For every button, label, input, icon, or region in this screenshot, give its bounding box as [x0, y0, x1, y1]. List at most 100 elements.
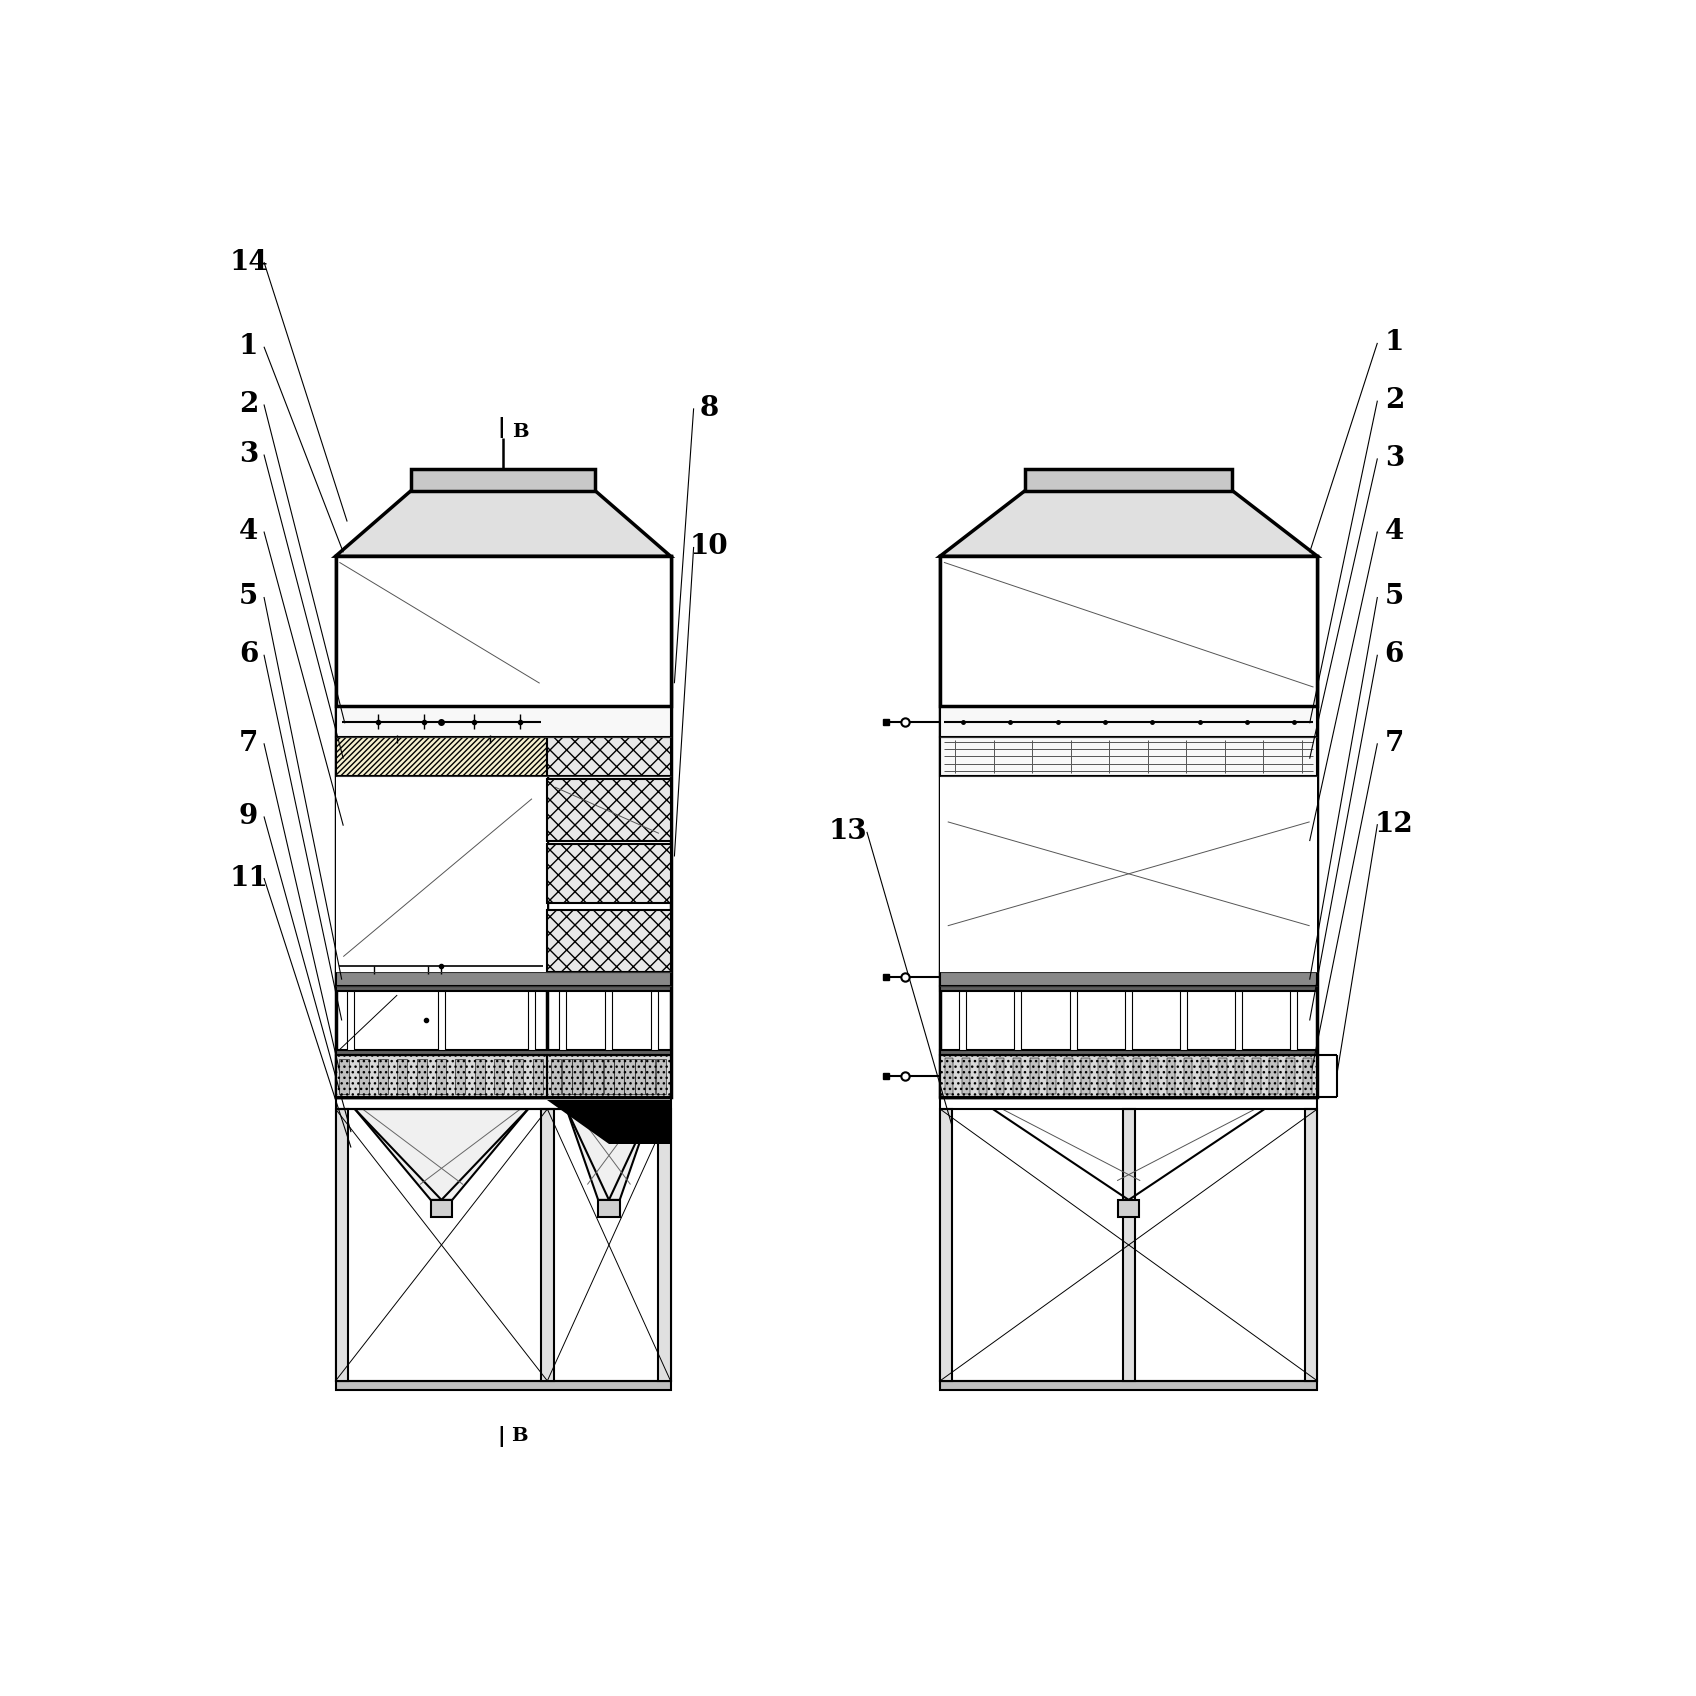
Bar — [533, 1058, 543, 1094]
Bar — [1235, 990, 1241, 1050]
Text: 4: 4 — [1384, 517, 1404, 544]
Bar — [1184, 1058, 1192, 1094]
Bar — [1291, 990, 1297, 1050]
Bar — [1070, 990, 1077, 1050]
Bar — [456, 1058, 465, 1094]
Text: 10: 10 — [690, 534, 728, 560]
Text: 7: 7 — [239, 729, 258, 756]
Bar — [431, 1199, 453, 1216]
Text: 14: 14 — [229, 249, 268, 275]
Bar — [940, 706, 1318, 738]
Bar — [594, 1058, 604, 1094]
Bar — [1252, 1058, 1260, 1094]
Bar — [960, 990, 967, 1050]
Text: 7: 7 — [1384, 729, 1404, 756]
Polygon shape — [566, 1109, 651, 1199]
Text: 9: 9 — [239, 802, 258, 829]
Bar — [541, 1109, 553, 1381]
Bar — [1024, 470, 1233, 490]
Bar — [962, 1058, 970, 1094]
Bar — [940, 985, 1318, 990]
Text: 2: 2 — [1384, 387, 1404, 414]
Bar — [1218, 1058, 1226, 1094]
Bar — [583, 1058, 592, 1094]
Bar — [551, 1058, 561, 1094]
Bar — [940, 556, 1318, 1097]
Bar — [336, 1055, 670, 1097]
Bar — [1118, 1199, 1140, 1216]
Bar — [651, 990, 658, 1050]
Bar — [561, 1058, 572, 1094]
Bar — [599, 1199, 619, 1216]
Bar — [1304, 1058, 1313, 1094]
Bar — [548, 1055, 670, 1097]
Bar — [634, 1058, 644, 1094]
Polygon shape — [940, 490, 1318, 556]
Bar — [940, 1050, 1318, 1055]
Bar — [360, 1058, 368, 1094]
Text: |: | — [497, 417, 505, 438]
Bar — [1014, 990, 1021, 1050]
Bar — [336, 556, 670, 706]
Bar — [336, 556, 670, 1097]
Bar — [940, 1055, 1318, 1097]
Text: 12: 12 — [1375, 811, 1414, 838]
Bar — [1082, 1058, 1091, 1094]
Bar — [1124, 990, 1131, 1050]
Bar — [1013, 1058, 1021, 1094]
Bar — [336, 1055, 548, 1097]
Bar — [560, 990, 566, 1050]
Bar — [1269, 1058, 1277, 1094]
Bar — [979, 1058, 987, 1094]
Bar — [940, 775, 1318, 972]
Bar — [475, 1058, 485, 1094]
Bar — [605, 990, 612, 1050]
Bar — [940, 1097, 1318, 1381]
Bar — [336, 706, 670, 738]
Bar — [940, 1381, 1318, 1391]
Bar — [336, 1381, 670, 1391]
Text: |: | — [497, 1426, 505, 1447]
Bar — [1180, 990, 1187, 1050]
Bar — [336, 738, 548, 775]
Bar — [1167, 1058, 1175, 1094]
Text: B: B — [510, 1428, 527, 1445]
Bar — [417, 1058, 427, 1094]
Bar — [1046, 1058, 1055, 1094]
Text: 3: 3 — [1384, 444, 1404, 471]
Bar — [548, 909, 670, 972]
Bar — [336, 1097, 670, 1381]
Bar — [436, 1058, 446, 1094]
Text: 1: 1 — [239, 332, 258, 360]
Bar — [656, 1058, 667, 1094]
Polygon shape — [336, 490, 670, 556]
Bar — [336, 1109, 348, 1381]
Bar — [940, 738, 1318, 775]
Bar — [940, 556, 1318, 706]
Bar — [378, 1058, 388, 1094]
Bar — [604, 1058, 614, 1094]
Bar — [996, 1058, 1004, 1094]
Text: 6: 6 — [239, 641, 258, 668]
Bar — [614, 1058, 624, 1094]
Bar — [658, 1109, 670, 1381]
Bar — [572, 1058, 582, 1094]
Polygon shape — [548, 1099, 670, 1143]
Bar — [1099, 1058, 1107, 1094]
Text: 11: 11 — [229, 865, 268, 892]
Bar — [1116, 1058, 1124, 1094]
Bar — [548, 778, 670, 841]
Bar — [348, 990, 354, 1050]
Bar — [1201, 1058, 1209, 1094]
Bar — [397, 1058, 407, 1094]
Text: 8: 8 — [699, 395, 719, 422]
Bar — [548, 845, 670, 904]
Bar — [336, 775, 548, 972]
Bar — [438, 990, 444, 1050]
Bar — [410, 470, 595, 490]
Text: 3: 3 — [239, 441, 258, 468]
Bar — [1029, 1058, 1038, 1094]
Bar — [336, 972, 670, 985]
Text: 13: 13 — [828, 819, 867, 845]
Text: 4: 4 — [239, 517, 258, 544]
